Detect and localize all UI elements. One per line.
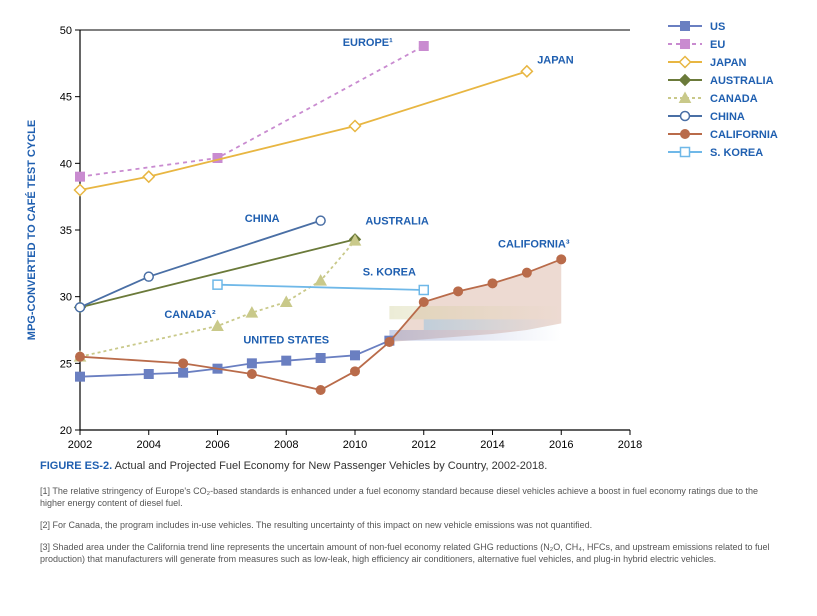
svg-text:AUSTRALIA: AUSTRALIA: [710, 75, 774, 87]
legend-item-us: US: [668, 21, 725, 33]
svg-text:2012: 2012: [412, 439, 436, 451]
svg-text:CALIFORNIA: CALIFORNIA: [710, 129, 778, 141]
svg-text:JAPAN: JAPAN: [710, 57, 747, 69]
legend-item-california: CALIFORNIA: [668, 129, 778, 141]
svg-text:CANADA: CANADA: [710, 93, 758, 105]
legend-item-canada: CANADA: [668, 93, 758, 106]
series-eu: [76, 42, 429, 182]
legend-item-japan: JAPAN: [668, 57, 747, 70]
footnote-2: [2] For Canada, the program includes in-…: [40, 520, 780, 532]
svg-text:S. KOREA: S. KOREA: [710, 147, 763, 159]
annotation: S. KOREA: [363, 266, 416, 278]
annotation: JAPAN: [537, 54, 574, 66]
svg-text:45: 45: [60, 92, 72, 104]
annotation: UNITED STATES: [243, 334, 329, 346]
svg-text:2010: 2010: [343, 439, 367, 451]
svg-text:2008: 2008: [274, 439, 298, 451]
annotation: EUROPE¹: [343, 37, 393, 49]
annotation: CANADA²: [164, 309, 216, 321]
series-china: [76, 216, 326, 312]
svg-text:MPG-CONVERTED TO CAFÉ TEST CYC: MPG-CONVERTED TO CAFÉ TEST CYCLE: [25, 120, 38, 340]
svg-text:50: 50: [60, 25, 72, 37]
figure-label: FIGURE ES-2.: [40, 460, 112, 472]
svg-text:2004: 2004: [137, 439, 161, 451]
annotation: AUSTRALIA: [365, 216, 429, 228]
legend-item-eu: EU: [668, 39, 725, 51]
figure-caption: FIGURE ES-2. Actual and Projected Fuel E…: [40, 460, 780, 472]
annotation: CHINA: [245, 213, 280, 225]
svg-text:EU: EU: [710, 39, 725, 51]
annotation: CALIFORNIA³: [498, 238, 570, 250]
figure-caption-text: Actual and Projected Fuel Economy for Ne…: [115, 460, 548, 472]
svg-text:25: 25: [60, 358, 72, 370]
svg-text:2018: 2018: [618, 439, 642, 451]
svg-text:2014: 2014: [480, 439, 504, 451]
footnote-3: [3] Shaded area under the California tre…: [40, 542, 780, 565]
svg-text:2002: 2002: [68, 439, 92, 451]
svg-text:20: 20: [60, 425, 72, 437]
figure-container: { "chart": { "type": "line", "width": 81…: [0, 0, 817, 616]
legend-item-australia: AUSTRALIA: [668, 75, 774, 88]
legend-item-china: CHINA: [668, 111, 745, 123]
series-japan: [75, 66, 533, 196]
legend-item-s_korea: S. KOREA: [668, 147, 763, 159]
svg-text:2016: 2016: [549, 439, 573, 451]
series-australia: [75, 234, 361, 313]
footnote-1: [1] The relative stringency of Europe's …: [40, 486, 780, 509]
svg-text:30: 30: [60, 292, 72, 304]
svg-text:CHINA: CHINA: [710, 111, 745, 123]
svg-text:35: 35: [60, 225, 72, 237]
svg-text:40: 40: [60, 158, 72, 170]
svg-text:US: US: [710, 21, 725, 33]
svg-text:2006: 2006: [205, 439, 229, 451]
